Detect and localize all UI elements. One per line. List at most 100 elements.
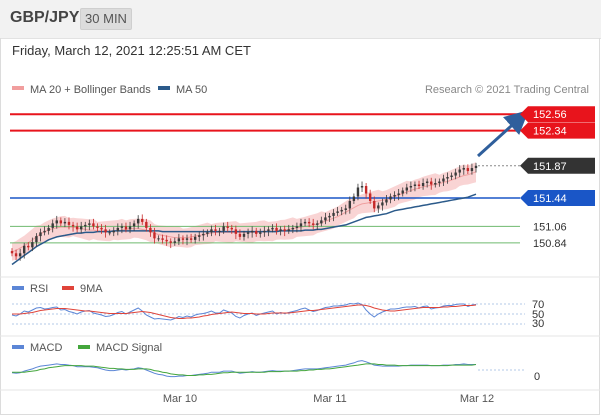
- credit-label: Research © 2021 Trading Central: [425, 84, 589, 96]
- candle-body: [442, 178, 445, 182]
- level-tag-label-3: 151.44: [533, 193, 567, 205]
- candle-body: [368, 193, 372, 201]
- candle-body: [206, 232, 209, 234]
- candle-body: [198, 235, 201, 237]
- candle-body: [246, 232, 250, 234]
- candle-body: [14, 253, 18, 257]
- candle-body: [275, 227, 278, 231]
- candle-body: [214, 229, 217, 231]
- x-tick-mar12: Mar 12: [460, 393, 494, 405]
- candle-body: [450, 175, 453, 178]
- candle-body: [55, 220, 58, 224]
- candle-body: [67, 221, 71, 225]
- candle-body: [88, 223, 91, 225]
- candle-body: [230, 227, 233, 230]
- bollinger-band-area: [12, 162, 476, 261]
- candle-body: [124, 226, 128, 230]
- macd-legend-label: MACD: [30, 342, 62, 354]
- candle-body: [255, 230, 258, 234]
- candle-body: [462, 168, 465, 170]
- candle-body: [271, 227, 274, 230]
- candle-body: [417, 184, 421, 186]
- candle-body: [458, 169, 461, 173]
- candle-body: [71, 224, 75, 227]
- macd-line: [11, 360, 476, 378]
- candle-body: [173, 241, 177, 243]
- candle-body: [39, 232, 42, 237]
- candle-body: [112, 230, 115, 233]
- main-legend: MA 20 + Bollinger Bands MA 50 Research ©…: [12, 84, 589, 96]
- macd-legend: MACD MACD Signal: [12, 342, 162, 354]
- candle-body: [108, 232, 111, 234]
- level-tag-2: [520, 157, 595, 174]
- timeframe-button[interactable]: 30 MIN: [80, 8, 132, 30]
- candle-body: [202, 233, 205, 236]
- candle-body: [328, 215, 331, 218]
- candle-body: [10, 251, 14, 254]
- candle-body: [161, 238, 164, 240]
- candle-body: [364, 186, 368, 194]
- candle-body: [35, 236, 38, 243]
- candle-body: [259, 232, 262, 234]
- level-tag-label-5: 150.84: [533, 238, 567, 250]
- candle-body: [181, 238, 185, 240]
- candle-body: [434, 183, 437, 185]
- candle-body: [425, 181, 429, 184]
- candle-body: [307, 221, 311, 224]
- macd-legend-swatch: [12, 345, 24, 349]
- candle-body: [116, 227, 120, 231]
- level-tag-label-0: 152.56: [533, 109, 567, 121]
- rsi-legend-swatch: [12, 286, 24, 290]
- candle-body: [381, 202, 384, 206]
- candle-body: [185, 238, 189, 240]
- macd-signal-legend-label: MACD Signal: [96, 342, 162, 354]
- candle-body: [149, 227, 152, 233]
- rsi-panel: 70 50 30: [11, 299, 544, 330]
- candle-body: [474, 165, 478, 169]
- candle-body: [120, 226, 124, 228]
- candle-body: [169, 241, 172, 243]
- candle-body: [344, 208, 347, 210]
- timestamp: Friday, March 12, 2021 12:25:51 AM CET: [12, 43, 251, 58]
- candle-body: [218, 230, 221, 232]
- level-tag-label-2: 151.87: [533, 161, 567, 173]
- rsi-level-30: 30: [532, 318, 544, 330]
- candle-body: [279, 229, 282, 231]
- candle-body: [405, 187, 409, 191]
- candle-body: [393, 194, 396, 197]
- rsi-level-50: 50: [532, 309, 544, 321]
- level-tags: 152.56 152.34 151.87 151.44 151.06 150.84: [520, 106, 595, 250]
- rsi-ma-legend-swatch: [62, 286, 74, 290]
- candle-body: [348, 200, 352, 209]
- candle-body: [234, 229, 238, 234]
- macd-signal-legend-swatch: [78, 345, 90, 349]
- candle-body: [136, 218, 140, 224]
- candle-body: [409, 186, 413, 188]
- level-tag-label-4: 151.06: [533, 221, 567, 233]
- candle-body: [340, 209, 343, 212]
- candle-body: [79, 226, 83, 230]
- candle-body: [389, 196, 392, 200]
- candle-body: [311, 223, 315, 225]
- rsi-ma-line: [12, 304, 477, 319]
- candle-body: [454, 172, 457, 176]
- candle-body: [43, 230, 46, 233]
- candle-body: [295, 226, 299, 228]
- x-axis: Mar 10 Mar 11 Mar 12: [163, 393, 494, 405]
- candle-body: [250, 230, 254, 233]
- candle-body: [397, 193, 400, 195]
- x-tick-mar10: Mar 10: [163, 393, 197, 405]
- candle-body: [141, 218, 144, 222]
- candle-body: [267, 229, 270, 231]
- candle-body: [165, 239, 168, 242]
- candle-body: [430, 181, 433, 185]
- candle-body: [356, 187, 360, 197]
- candle-body: [299, 223, 303, 227]
- candle-body: [157, 238, 160, 240]
- candle-body: [320, 220, 323, 224]
- level-tag-3: [520, 189, 595, 206]
- rsi-legend-label: RSI: [30, 283, 48, 295]
- candle-body: [238, 233, 242, 237]
- candle-body: [421, 183, 425, 186]
- ma50-legend-swatch: [158, 86, 170, 90]
